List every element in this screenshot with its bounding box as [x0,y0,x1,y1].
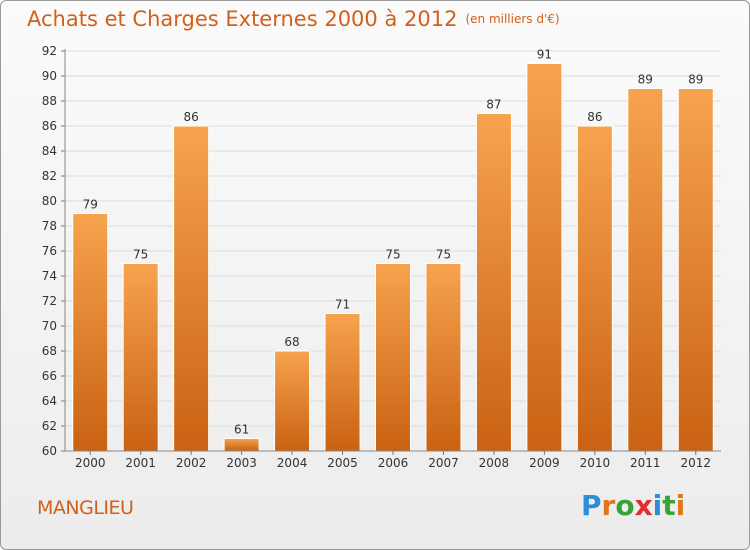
bar-2008 [475,113,512,452]
y-tick-label: 80 [42,194,57,208]
chart-title: Achats et Charges Externes 2000 à 2012 (e… [27,7,560,31]
y-tick-label: 88 [42,94,57,108]
x-tick-label: 2002 [176,456,207,470]
bar-2010 [576,125,613,452]
data-label: 86 [184,110,199,124]
y-tick-label: 64 [42,394,57,408]
labels-layer: 79 75 86 61 68 71 75 75 87 91 86 89 89 [83,48,704,437]
y-tick-label: 70 [42,319,57,333]
y-tick-label: 66 [42,369,57,383]
data-label: 86 [587,110,602,124]
x-tick-label: 2000 [75,456,106,470]
bar-2007 [425,263,462,452]
x-tick-label: 2008 [479,456,510,470]
bar-2009 [526,63,563,452]
x-tick-label: 2005 [327,456,358,470]
logo-letter: i [675,489,686,522]
logo-letter: t [662,489,676,522]
bar-2006 [375,263,411,452]
y-tick-label: 68 [42,344,57,358]
data-label: 79 [83,198,98,212]
y-tick-label: 60 [42,444,57,458]
bar-2012 [677,88,714,452]
y-tick-label: 72 [42,294,57,308]
y-tick-label: 78 [42,219,57,233]
y-tick-label: 84 [42,144,57,158]
proxiti-logo: Proxiti [581,489,685,522]
bar-2003 [223,438,260,452]
data-label: 75 [133,248,148,262]
y-tick-label: 92 [42,44,57,58]
axis-layer: 60 62 64 66 68 70 72 74 76 78 80 82 84 86 88 90 92 2000 20… [42,44,721,470]
chart-subtitle: (en milliers d'€) [465,12,560,26]
x-tick-label: 2004 [277,456,308,470]
y-tick-label: 86 [42,119,57,133]
x-tick-label: 2009 [529,456,560,470]
y-tick-label: 74 [42,269,57,283]
x-tick-label: 2007 [428,456,459,470]
logo-letter: i [652,489,663,522]
bar-2002 [173,125,210,452]
bar-2011 [627,88,664,452]
logo-letter: P [581,489,602,522]
x-tick-label: 2003 [226,456,257,470]
data-label: 89 [688,73,703,87]
x-tick-label: 2006 [378,456,409,470]
bars-layer [72,63,714,452]
logo-letter: r [601,489,616,522]
data-label: 89 [638,73,653,87]
y-tick-label: 82 [42,169,57,183]
data-label: 71 [335,298,350,312]
bar-2004 [274,350,311,452]
x-tick-label: 2012 [680,456,711,470]
data-label: 91 [537,48,552,62]
data-label: 68 [284,335,299,349]
location-label: MANGLIEU [37,497,134,519]
logo-letter: o [615,489,635,522]
bar-2005 [324,313,361,452]
data-label: 75 [436,248,451,262]
x-tick-label: 2010 [580,456,611,470]
y-tick-label: 62 [42,419,57,433]
bar-2001 [122,263,159,452]
y-tick-label: 76 [42,244,57,258]
y-tick-label: 90 [42,69,57,83]
x-tick-label: 2001 [125,456,156,470]
x-tick-label: 2011 [630,456,661,470]
bar-2000 [72,213,109,452]
logo-letter: x [634,489,653,522]
data-label: 75 [385,248,400,262]
data-label: 61 [234,423,249,437]
title-text: Achats et Charges Externes 2000 à 2012 [27,7,458,31]
data-label: 87 [486,98,501,112]
